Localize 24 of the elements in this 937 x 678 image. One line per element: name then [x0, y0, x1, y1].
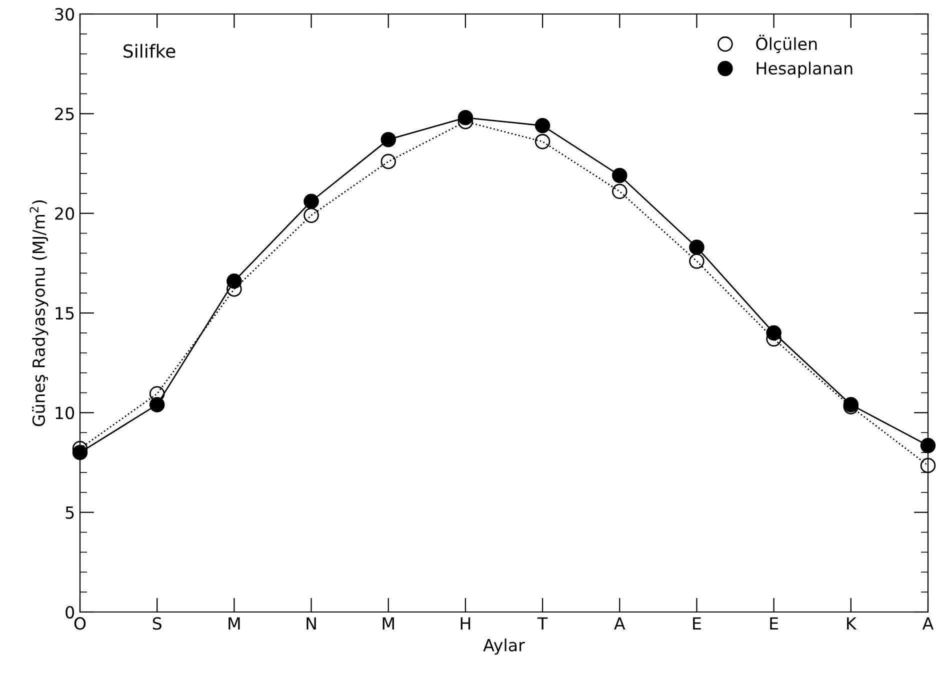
x-tick-label: A — [922, 617, 934, 630]
legend-label: Hesaplanan — [756, 62, 852, 78]
y-tick-label: 30 — [55, 8, 74, 21]
x-tick-label: K — [847, 617, 857, 630]
x-tick-label: N — [306, 617, 316, 630]
y-tick-label: 20 — [55, 207, 74, 220]
x-tick-label: O — [74, 617, 86, 630]
annotation: Silifke — [124, 44, 176, 58]
x-tick-label: H — [460, 617, 470, 630]
y-tick-label: 10 — [56, 406, 74, 420]
x-tick-label: A — [614, 617, 626, 630]
y-tick-label: 15 — [56, 307, 74, 320]
y-tick-label: 25 — [55, 108, 74, 120]
x-tick-label: M — [228, 617, 240, 630]
y-tick-label: 5 — [66, 506, 74, 519]
x-tick-label: T — [537, 617, 548, 630]
y-axis-title: Güneş Radyasyonu (MJ/m$^{2}$) — [30, 200, 48, 426]
x-tick-label: E — [770, 617, 778, 630]
x-tick-label: E — [693, 617, 701, 630]
y-tick-label: 0 — [66, 606, 74, 619]
x-axis-title: Aylar — [483, 638, 525, 655]
x-tick-label: M — [382, 617, 394, 630]
x-tick-label: S — [152, 617, 162, 630]
legend-label: Ölçülen — [756, 34, 817, 54]
